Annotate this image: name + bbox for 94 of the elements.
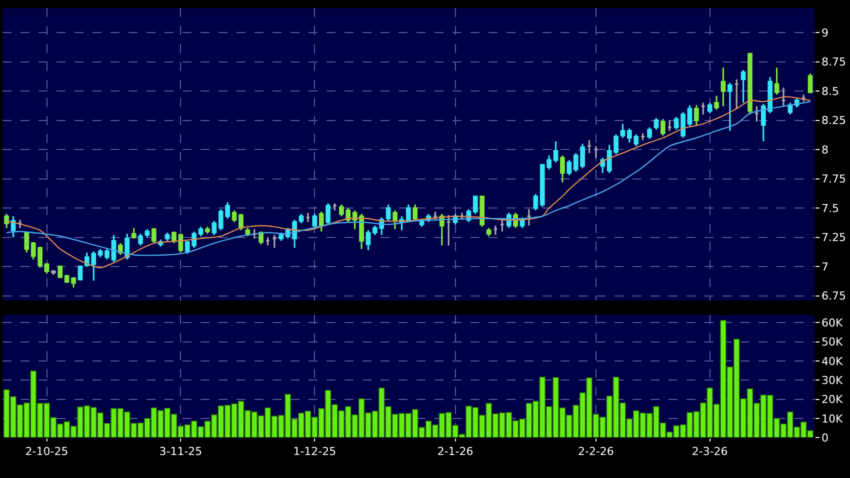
x-tick-label: 1-12-25 [293, 444, 336, 458]
candlestick [212, 220, 217, 236]
y-tick-label: 8.5 [822, 84, 839, 98]
y-tick-label: 40K [822, 354, 844, 368]
x-tick-label: 2-1-26 [437, 444, 474, 458]
candlestick [781, 86, 786, 108]
candlestick [278, 232, 284, 242]
candlestick [232, 210, 237, 223]
candlestick [640, 132, 646, 142]
candlestick [306, 212, 310, 223]
candlestick [138, 233, 143, 246]
candlestick [151, 227, 156, 244]
y-tick-label: 20K [822, 393, 844, 406]
candlestick [131, 227, 136, 240]
y-tick-label: 50K [822, 336, 844, 349]
candlestick [480, 196, 485, 228]
candlestick [500, 218, 505, 232]
candlestick [740, 69, 746, 104]
candlestick [258, 230, 264, 246]
candlestick [18, 218, 22, 229]
candlestick [205, 226, 210, 235]
candlestick [560, 154, 565, 184]
y-tick-label: 8.75 [822, 56, 846, 69]
candlestick [754, 105, 760, 122]
candlestick [808, 72, 813, 94]
candlestick [586, 139, 592, 154]
candlestick [392, 210, 398, 230]
candlestick [272, 234, 277, 249]
y-tick-label: 60K [822, 316, 844, 330]
candlestick [687, 104, 692, 127]
candlestick [58, 264, 63, 280]
y-tick-label: 10K [822, 412, 844, 426]
candlestick [472, 196, 478, 215]
y-tick-label: 0 [822, 431, 828, 444]
y-tick-label: 7.25 [822, 231, 846, 244]
candlestick [446, 214, 452, 246]
candlestick [51, 269, 56, 276]
candlestick [694, 104, 699, 127]
candlestick [727, 82, 732, 132]
y-tick-label: 8 [822, 143, 828, 156]
candlestick [326, 202, 330, 226]
candlestick [238, 213, 244, 232]
candlestick [298, 213, 304, 224]
candlestick [707, 102, 712, 114]
candlestick [111, 234, 116, 263]
candlestick [366, 229, 371, 251]
candlestick [252, 228, 257, 240]
candlestick [144, 228, 150, 238]
candlestick [386, 204, 391, 222]
candlestick [44, 262, 50, 274]
candlestick [526, 208, 532, 226]
candlestick [412, 204, 418, 222]
x-tick-label: 2-2-26 [578, 444, 614, 458]
x-tick-label: 2-10-25 [25, 444, 68, 458]
candlestick [774, 66, 780, 96]
candlestick [667, 120, 672, 132]
y-tick-label: 6.75 [822, 290, 846, 303]
candlestick [748, 52, 752, 116]
candlestick [714, 94, 719, 111]
candlestick [406, 204, 411, 223]
candlestick [553, 140, 558, 164]
candlestick [660, 118, 666, 136]
candlestick [312, 213, 318, 229]
candlestick [533, 193, 538, 212]
x-tick-label: 2-3-26 [692, 444, 728, 458]
candlestick [486, 227, 492, 237]
candlestick [801, 94, 806, 102]
candlestick [24, 230, 30, 254]
candlestick [654, 117, 659, 130]
y-tick-label: 8.25 [822, 114, 846, 128]
candlestick [198, 226, 204, 237]
candlestick [4, 213, 10, 229]
candlestick [594, 145, 598, 159]
candlestick [432, 210, 438, 221]
candlestick [566, 159, 572, 176]
candlestick [245, 227, 250, 237]
y-tick-label: 7 [822, 260, 828, 274]
candlestick [647, 126, 652, 140]
y-tick-label: 30K [822, 374, 844, 388]
candlestick [265, 236, 270, 246]
candlestick [734, 78, 740, 110]
candlestick [332, 202, 338, 212]
y-tick-label: 7.5 [822, 202, 839, 215]
candlestick [620, 123, 626, 139]
x-tick-label: 3-11-25 [159, 444, 202, 458]
candlestick [10, 215, 16, 238]
y-tick-label: 9 [822, 26, 828, 40]
candlestick [493, 224, 498, 236]
candlestick [164, 232, 170, 242]
y-tick-label: 7.75 [822, 172, 846, 186]
candlestick [318, 210, 324, 232]
candlestick [172, 230, 176, 244]
candlestick [700, 102, 706, 116]
candlestick [720, 66, 726, 108]
